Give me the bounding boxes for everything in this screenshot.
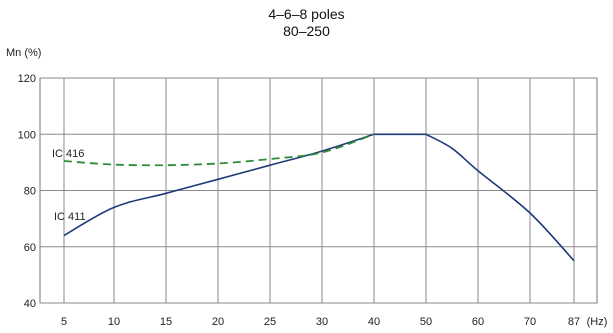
chart-title-line-2: 80–250 xyxy=(283,23,330,39)
y-tick-label-40: 40 xyxy=(24,298,36,310)
x-tick-label-70: 70 xyxy=(524,316,536,328)
x-tick-label-40: 40 xyxy=(368,316,380,328)
series-label-ic-411: IC 411 xyxy=(54,211,86,223)
x-tick-label-60: 60 xyxy=(472,316,484,328)
x-tick-label-87: 87 xyxy=(568,316,580,328)
x-tick-label-50: 50 xyxy=(420,316,432,328)
x-axis-unit-label: (Hz) xyxy=(587,316,608,328)
grid-layer xyxy=(39,77,598,304)
y-tick-label-120: 120 xyxy=(18,73,36,85)
x-tick-label-25: 25 xyxy=(264,316,276,328)
y-tick-label-80: 80 xyxy=(24,186,36,198)
chart-title-line-1: 4–6–8 poles xyxy=(268,6,345,22)
x-tick-label-30: 30 xyxy=(316,316,328,328)
x-tick-label-5: 5 xyxy=(61,316,67,328)
x-tick-label-20: 20 xyxy=(212,316,224,328)
x-tick-label-15: 15 xyxy=(160,316,172,328)
y-tick-label-60: 60 xyxy=(24,242,36,254)
series-label-ic-416: IC 416 xyxy=(52,148,84,160)
y-axis-label: Mn (%) xyxy=(6,47,42,59)
x-tick-label-10: 10 xyxy=(108,316,120,328)
series-layer xyxy=(63,133,575,262)
series-line-ic-411 xyxy=(63,133,575,262)
y-tick-label-100: 100 xyxy=(18,129,36,141)
label-layer: 40 60 80 100 120 5 10 15 20 25 30 40 50 60 70 87 (Hz) IC … xyxy=(18,73,608,328)
